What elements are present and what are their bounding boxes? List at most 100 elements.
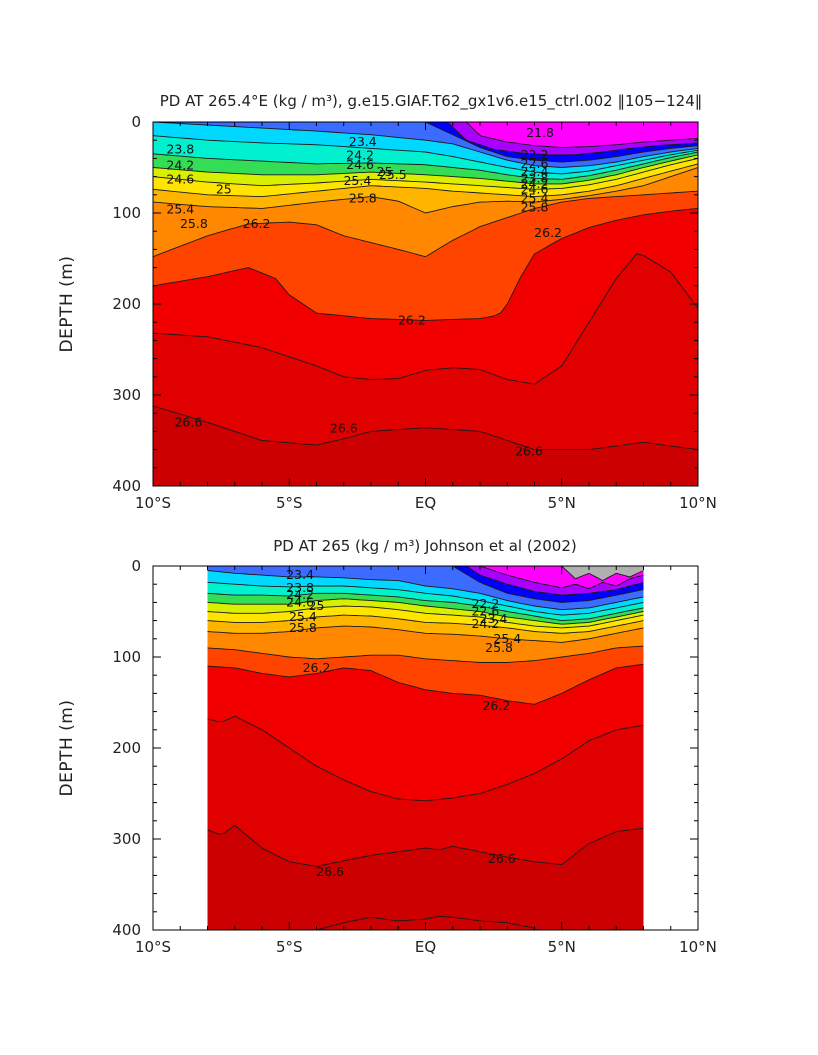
contour-label: 24.6 <box>286 594 314 609</box>
contour-label: 26.2 <box>243 216 271 231</box>
contour-line-26.4 <box>153 207 698 321</box>
contour-line-26.2 <box>153 190 698 258</box>
contour-label: 24.6 <box>521 181 549 196</box>
contour-line-22.2 <box>479 566 644 589</box>
bottom-contour-lines <box>207 566 644 930</box>
contour-line-21.8 <box>561 566 644 582</box>
contour-line-25.4 <box>207 614 644 634</box>
contour-label: 22.2 <box>521 147 549 162</box>
contour-label: 25 <box>377 164 393 179</box>
contour-label: 25.8 <box>485 640 513 655</box>
y-tick-label: 300 <box>112 386 141 404</box>
contour-line-25.8 <box>153 167 698 214</box>
contour-label: 23.4 <box>480 611 508 626</box>
contour-label: 25 <box>216 181 232 196</box>
contour-label: 26.2 <box>482 698 510 713</box>
contour-label: 25.8 <box>349 190 377 205</box>
x-tick-label: 10°N <box>679 938 717 956</box>
contour-label: 23.8 <box>286 580 314 595</box>
contour-line-27 <box>316 915 535 930</box>
x-tick-label: EQ <box>415 494 436 512</box>
contour-line-22.2 <box>466 122 698 148</box>
contour-line-23 <box>425 122 698 163</box>
contour-label: 25.4 <box>521 190 549 205</box>
contour-label: 23.4 <box>521 164 549 179</box>
x-tick-label: 5°N <box>548 938 576 956</box>
contour-label: 26.6 <box>515 443 543 458</box>
contour-label: 24.2 <box>521 176 549 191</box>
bottom-panel: PD AT 265 (kg / m³) Johnson et al (2002)… <box>57 537 717 956</box>
contour-label: 21.8 <box>526 125 554 140</box>
contour-line-22.6 <box>446 122 698 156</box>
x-tick-label: 5°S <box>276 494 303 512</box>
y-tick-label: 100 <box>112 204 141 222</box>
contour-label: 23.8 <box>166 141 194 156</box>
contour-label: 22.6 <box>471 604 499 619</box>
contour-line-23.8 <box>207 581 644 616</box>
top-panel: PD AT 265.4°E (kg / m³), g.e15.GIAF.T62_… <box>57 92 717 512</box>
top-y-axis-label: DEPTH (m) <box>57 256 77 353</box>
y-tick-label: 0 <box>131 557 141 575</box>
contour-line-23.4 <box>207 570 644 611</box>
y-tick-label: 100 <box>112 648 141 666</box>
top-contour-lines <box>153 122 698 451</box>
contour-line-23.8 <box>153 135 698 175</box>
contour-label: 25.4 <box>166 201 194 216</box>
contour-label: 26.2 <box>303 660 331 675</box>
top-panel-title: PD AT 265.4°E (kg / m³), g.e15.GIAF.T62_… <box>160 92 703 111</box>
contour-label: 24.2 <box>346 148 374 163</box>
x-tick-label: 10°N <box>679 494 717 512</box>
x-tick-label: EQ <box>415 938 436 956</box>
contour-label: 22.2 <box>471 596 499 611</box>
bottom-fills <box>207 566 644 930</box>
x-tick-label: 5°N <box>548 494 576 512</box>
contour-line-23 <box>452 566 644 603</box>
y-tick-label: 400 <box>112 921 141 939</box>
contour-line-23.4 <box>153 122 698 168</box>
contour-line-25.4 <box>153 163 698 198</box>
contour-label: 26.6 <box>330 421 358 436</box>
contour-label: 26.6 <box>174 414 202 429</box>
contour-line-26.2 <box>207 645 644 663</box>
contour-label: 25.4 <box>493 631 521 646</box>
x-tick-label: 10°S <box>135 494 171 512</box>
contour-label: 25.8 <box>521 200 549 215</box>
contour-line-24.2 <box>153 151 698 180</box>
x-tick-label: 10°S <box>135 938 171 956</box>
contour-label: 26.2 <box>534 225 562 240</box>
contour-label: 26.2 <box>398 312 426 327</box>
y-tick-label: 400 <box>112 477 141 495</box>
bottom-y-axis-label: DEPTH (m) <box>57 700 77 797</box>
y-tick-label: 300 <box>112 830 141 848</box>
contour-line-26.8 <box>207 824 644 867</box>
contour-line-26.8 <box>153 405 698 451</box>
contour-label: 26.6 <box>316 864 344 879</box>
contour-label: 24.6 <box>346 157 374 172</box>
contour-label: 25.8 <box>289 620 317 635</box>
y-tick-label: 200 <box>112 295 141 313</box>
x-tick-label: 5°S <box>276 938 303 956</box>
contour-label: 23.8 <box>521 170 549 185</box>
contour-line-24.2 <box>207 592 644 622</box>
contour-label: 26.6 <box>488 851 516 866</box>
top-fills <box>153 122 698 486</box>
contour-line-25 <box>153 157 698 190</box>
y-tick-label: 200 <box>112 739 141 757</box>
contour-label: 24.2 <box>471 616 499 631</box>
contour-line-26.6 <box>207 715 644 802</box>
bottom-panel-title: PD AT 265 (kg / m³) Johnson et al (2002) <box>273 537 576 555</box>
top-ticks: 10°S 5°S EQ 5°N 10°N 0 100 200 300 400 <box>112 113 717 512</box>
contour-label: 25 <box>309 598 325 613</box>
contour-line-22.6 <box>466 566 644 596</box>
contour-line-26.4 <box>207 663 644 705</box>
contour-line-24.6 <box>153 154 698 185</box>
contour-label: 22.6 <box>521 156 549 171</box>
contour-line-25.8 <box>207 625 644 643</box>
contour-label: 24.6 <box>166 171 194 186</box>
contour-label: 25.8 <box>180 216 208 231</box>
fill-band-21.8 <box>561 566 644 581</box>
contour-label: 25.4 <box>289 609 317 624</box>
contour-line-25 <box>207 605 644 629</box>
